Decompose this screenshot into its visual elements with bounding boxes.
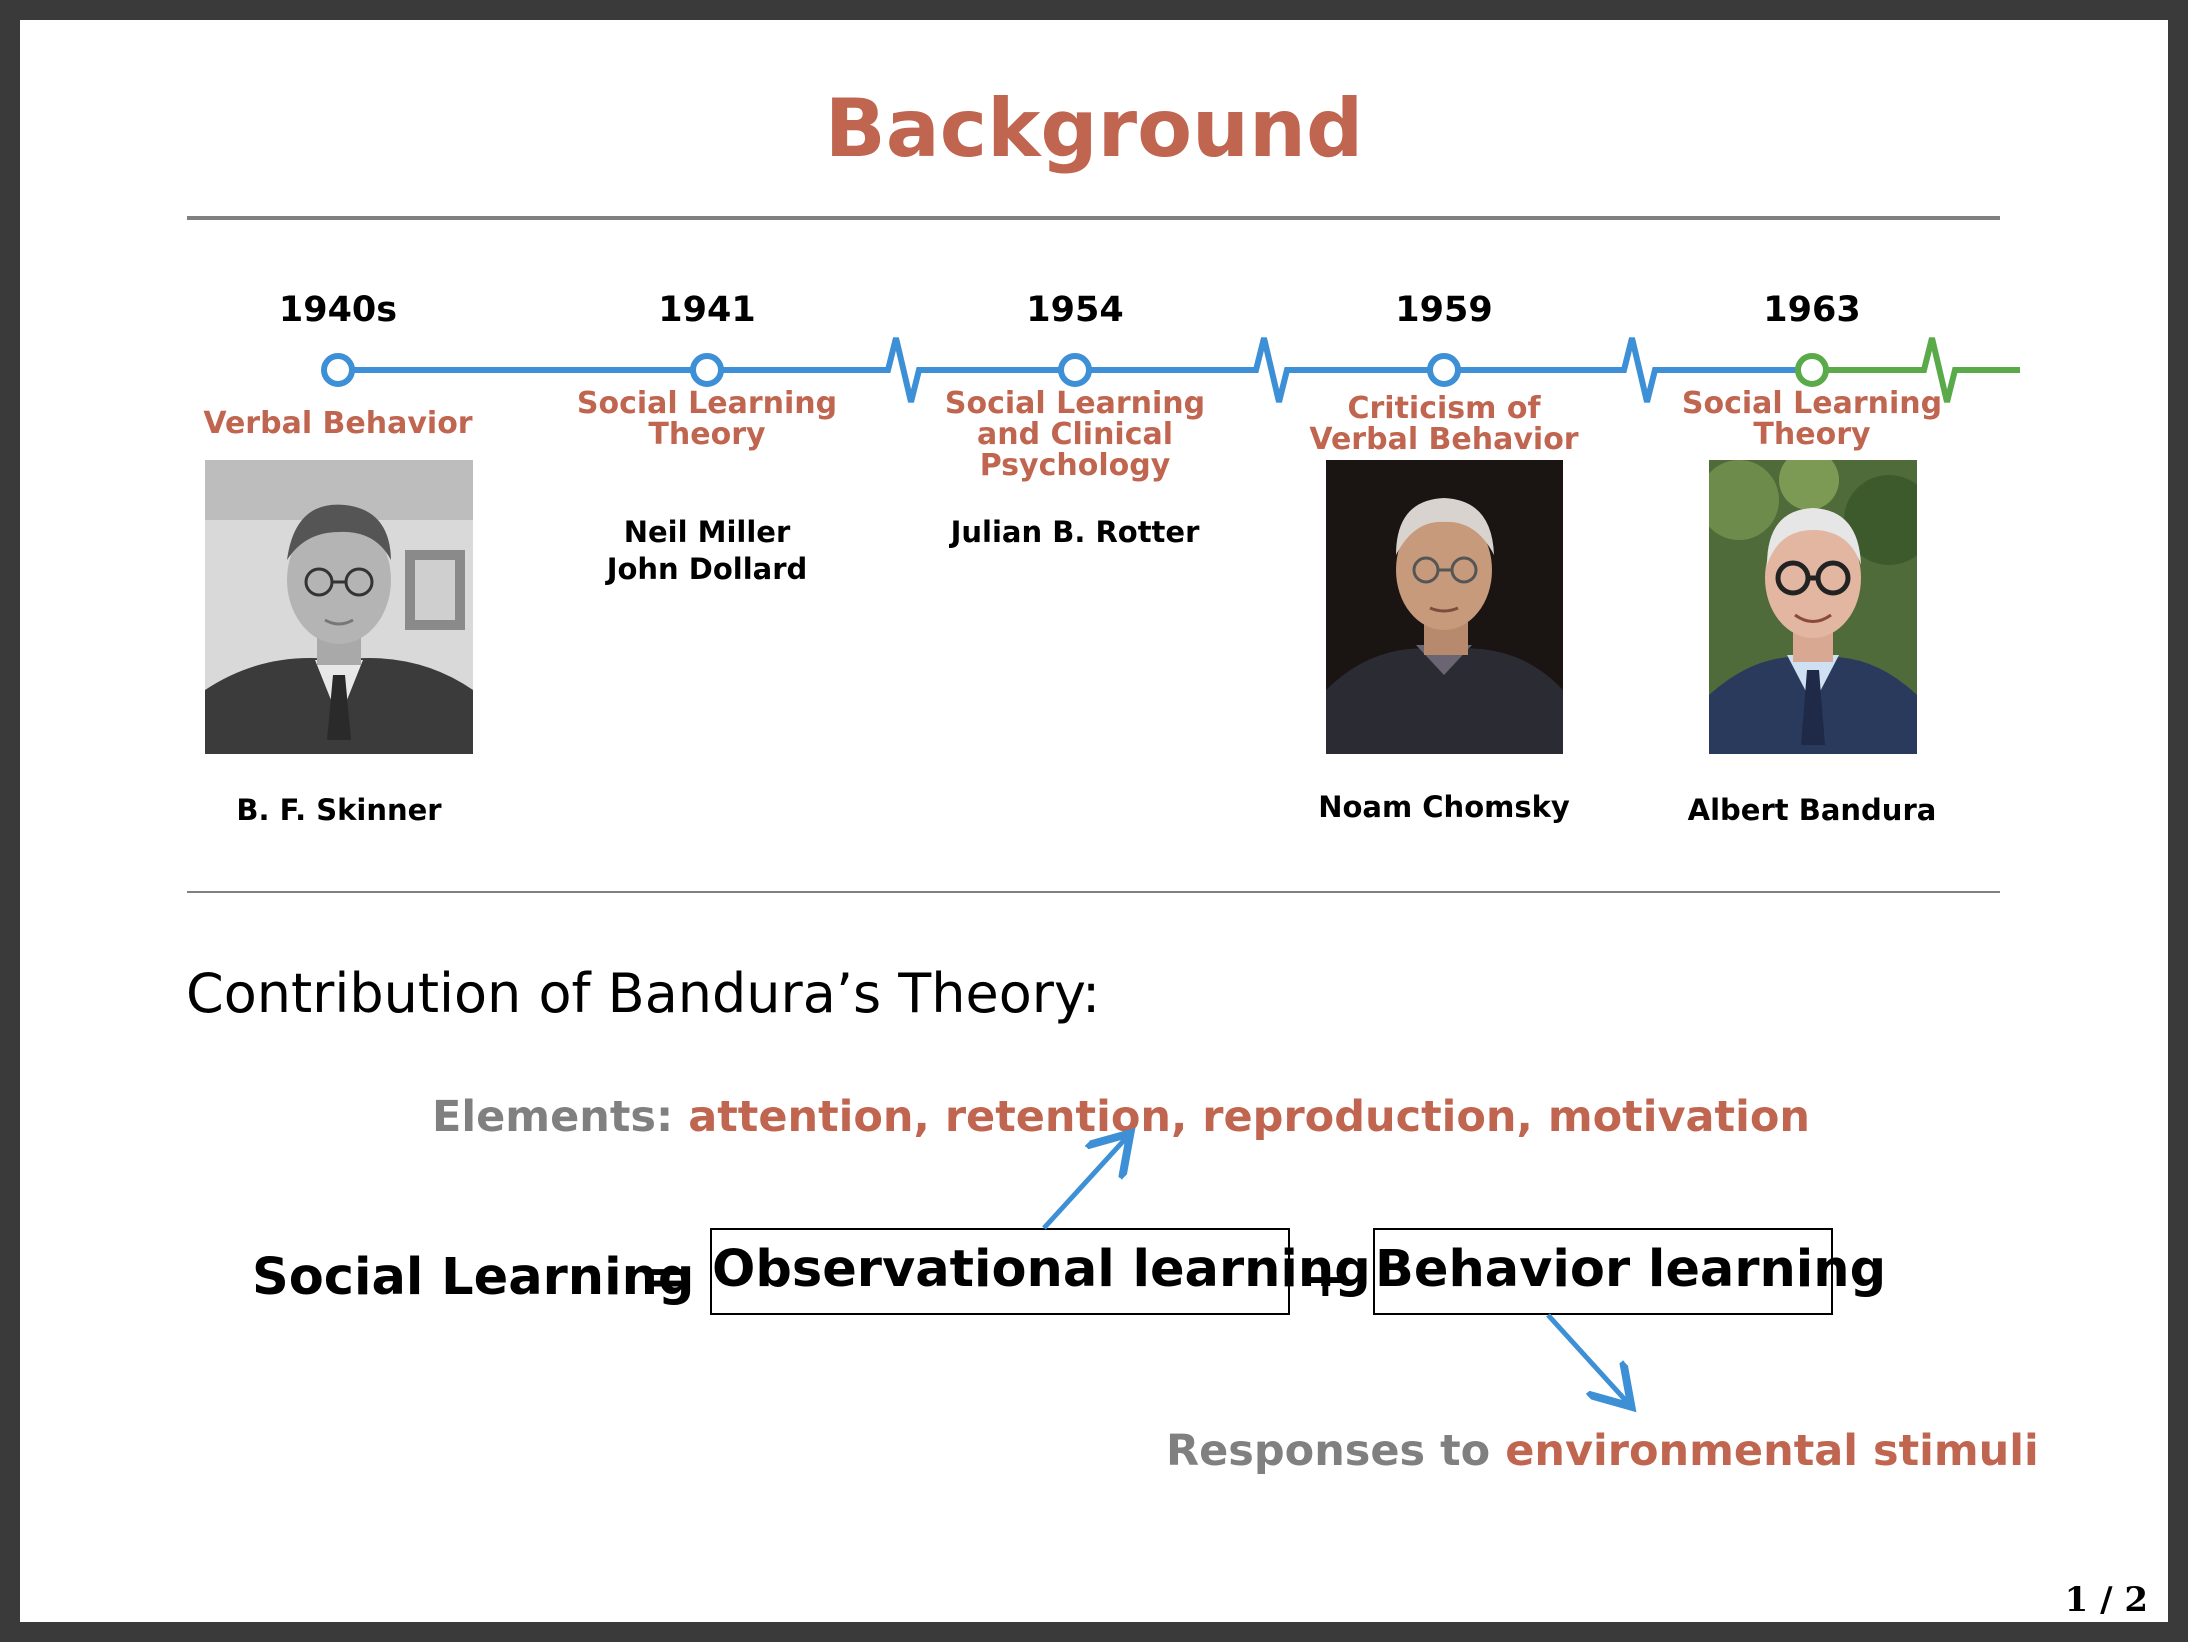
middle-divider — [187, 891, 2000, 893]
slide-title: Background — [824, 82, 1364, 175]
persons-1941: Neil Miller John Dollard — [537, 514, 877, 588]
equation-lhs: Social Learning — [252, 1248, 695, 1307]
year-1940s: 1940s — [278, 290, 398, 330]
timeline-marker-1941 — [690, 353, 724, 387]
topic-1940s: Verbal Behavior — [203, 406, 473, 441]
timeline-line-blue — [338, 337, 1812, 403]
photo-bandura — [1709, 460, 1917, 754]
arrows-layer — [1042, 20, 2168, 1622]
timeline-marker-1963 — [1795, 353, 1829, 387]
page-number: 1 / 2 — [2064, 1580, 2148, 1620]
behavior-learning-box: Behavior learning — [1373, 1228, 1886, 1315]
elements-list: attention, retention, reproduction, moti… — [688, 1092, 1810, 1142]
year-1941: 1941 — [658, 290, 756, 330]
plus-sign: + — [1304, 1250, 1347, 1309]
year-1954: 1954 — [1026, 290, 1124, 330]
timeline-marker-1954 — [1058, 353, 1092, 387]
top-divider — [187, 216, 2000, 220]
person-miller: Neil Miller — [623, 515, 791, 549]
person-chomsky: Noam Chomsky — [1318, 790, 1570, 824]
responses-line: Responses to environmental stimuli — [1166, 1426, 2039, 1476]
responses-target: environmental stimuli — [1505, 1426, 2039, 1476]
observational-learning-box: Observational learning — [710, 1228, 1371, 1315]
topic-1959: Criticism of Verbal Behavior — [1309, 391, 1579, 457]
year-1959: 1959 — [1395, 290, 1493, 330]
slide: Background 1940s 1941 1954 1959 1963 Ver… — [20, 20, 2168, 1622]
timeline — [321, 337, 2020, 403]
elements-label: Elements: — [432, 1092, 674, 1142]
timeline-marker-1940s — [321, 353, 355, 387]
person-rotter: Julian B. Rotter — [950, 515, 1200, 549]
elements-line: Elements: attention, retention, reproduc… — [432, 1092, 1810, 1142]
timeline-line-green — [1812, 337, 2020, 403]
person-dollard: John Dollard — [606, 552, 808, 586]
equals-sign: = — [644, 1248, 687, 1307]
topic-1941: Social Learning Theory — [576, 386, 838, 452]
photo-skinner — [205, 460, 473, 754]
year-1963: 1963 — [1763, 290, 1861, 330]
person-bandura: Albert Bandura — [1687, 793, 1937, 827]
topic-1963: Social Learning Theory — [1681, 386, 1943, 452]
timeline-marker-1959 — [1427, 353, 1461, 387]
person-skinner: B. F. Skinner — [236, 793, 442, 827]
section-heading: Contribution of Bandura’s Theory: — [186, 962, 1101, 1025]
photo-chomsky — [1326, 460, 1563, 754]
arrow-to-responses — [1546, 1313, 1628, 1403]
topic-1954: Social Learning and Clinical Psychology — [944, 386, 1206, 483]
arrow-to-elements — [1042, 1137, 1127, 1230]
responses-label: Responses to — [1166, 1426, 1491, 1476]
